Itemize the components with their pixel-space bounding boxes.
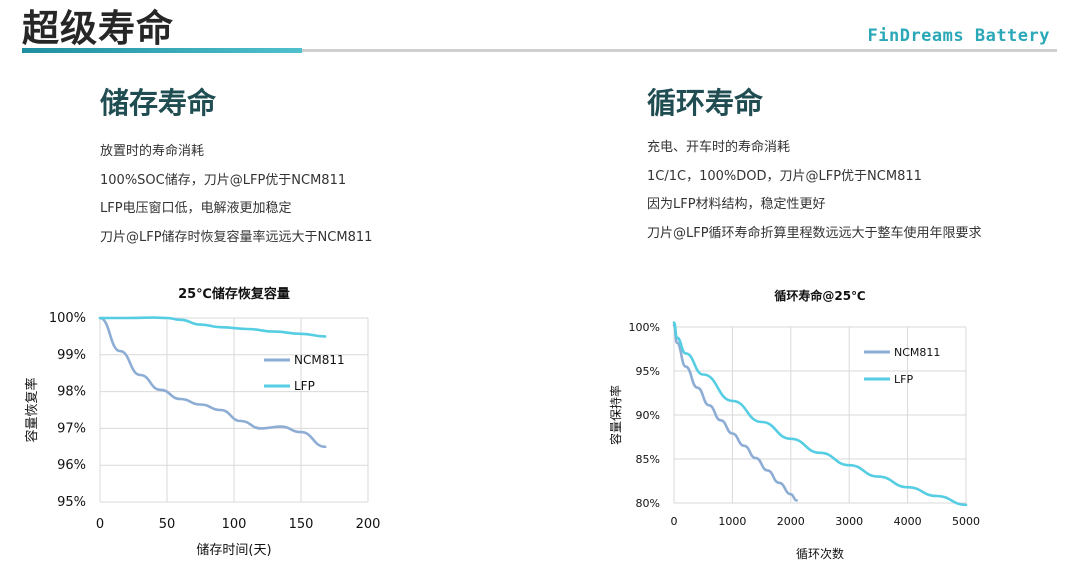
y-axis-label: 容量恢复率 xyxy=(24,377,40,442)
cycle-bullet: 1C/1C，100%DOD，刀片@LFP优于NCM811 xyxy=(647,168,922,184)
chart-title: 25℃储存恢复容量 xyxy=(178,286,290,302)
storage-bullet: 放置时的寿命消耗 xyxy=(100,144,205,159)
y-tick-label: 99% xyxy=(57,348,86,363)
section-title-cycle-life: 循环寿命 xyxy=(647,86,764,120)
legend-label: NCM811 xyxy=(294,353,345,367)
cycle-bullet: 充电、开车时的寿命消耗 xyxy=(647,140,791,155)
chart-title: 循环寿命@25℃ xyxy=(774,288,865,303)
x-axis-label: 循环次数 xyxy=(796,546,844,561)
x-tick-label: 150 xyxy=(289,517,314,532)
x-tick-label: 0 xyxy=(96,517,104,532)
cycle-life-chart: 循环寿命@25℃ 100% 95% 90% 85% 80% 0 1000 2000 3000 400… xyxy=(608,288,980,561)
y-tick-label: 100% xyxy=(49,311,86,326)
x-axis-label: 储存时间(天) xyxy=(196,543,271,558)
y-tick-label: 95% xyxy=(57,495,86,510)
y-tick-label: 100% xyxy=(629,321,660,334)
cycle-life-bullets: 充电、开车时的寿命消耗 1C/1C，100%DOD，刀片@LFP优于NCM811… xyxy=(647,134,982,248)
y-tick-label: 95% xyxy=(636,365,660,378)
legend-label: LFP xyxy=(894,373,913,386)
y-tick-label: 90% xyxy=(636,409,660,422)
x-tick-label: 4000 xyxy=(894,515,922,528)
series-line-lfp xyxy=(672,321,968,507)
section-title-storage-life: 储存寿命 xyxy=(100,86,217,120)
legend-label: LFP xyxy=(294,379,315,393)
storage-bullet: 刀片@LFP储存时恢复容量率远远大于NCM811 xyxy=(100,229,373,245)
y-tick-label: 96% xyxy=(57,458,86,473)
y-axis-label: 容量保持率 xyxy=(608,385,623,445)
y-tick-label: 80% xyxy=(636,497,660,510)
cycle-bullet: 因为LFP材料结构，稳定性更好 xyxy=(647,197,826,212)
cycle-bullet: 刀片@LFP循环寿命折算里程数远远大于整车使用年限要求 xyxy=(647,225,982,241)
x-tick-label: 5000 xyxy=(952,515,980,528)
legend-label: NCM811 xyxy=(894,346,940,359)
storage-bullet: 100%SOC储存，刀片@LFP优于NCM811 xyxy=(100,172,347,188)
brand-logo: FinDreams Battery xyxy=(867,26,1050,46)
x-tick-label: 1000 xyxy=(718,515,746,528)
storage-capacity-chart: 25℃储存恢复容量 100% 99% 98% 97% 96% 95% 0 50 100 150 200… xyxy=(24,286,381,558)
series-line-ncm811 xyxy=(672,323,798,502)
y-tick-label: 85% xyxy=(636,453,660,466)
header-accent-bar xyxy=(22,48,302,53)
x-tick-label: 3000 xyxy=(835,515,863,528)
x-tick-label: 200 xyxy=(356,517,381,532)
y-tick-label: 97% xyxy=(57,421,86,436)
y-tick-label: 98% xyxy=(57,385,86,400)
storage-bullet: LFP电压窗口低，电解液更加稳定 xyxy=(100,201,292,216)
x-tick-label: 0 xyxy=(671,515,678,528)
header-divider xyxy=(22,49,1057,52)
x-tick-label: 50 xyxy=(159,517,176,532)
series-line-lfp xyxy=(98,316,327,338)
storage-life-bullets: 放置时的寿命消耗 100%SOC储存，刀片@LFP优于NCM811 LFP电压窗… xyxy=(100,138,372,252)
x-tick-label: 100 xyxy=(222,517,247,532)
x-tick-label: 2000 xyxy=(777,515,805,528)
page-title: 超级寿命 xyxy=(22,7,174,50)
series-line-ncm811 xyxy=(98,316,327,449)
